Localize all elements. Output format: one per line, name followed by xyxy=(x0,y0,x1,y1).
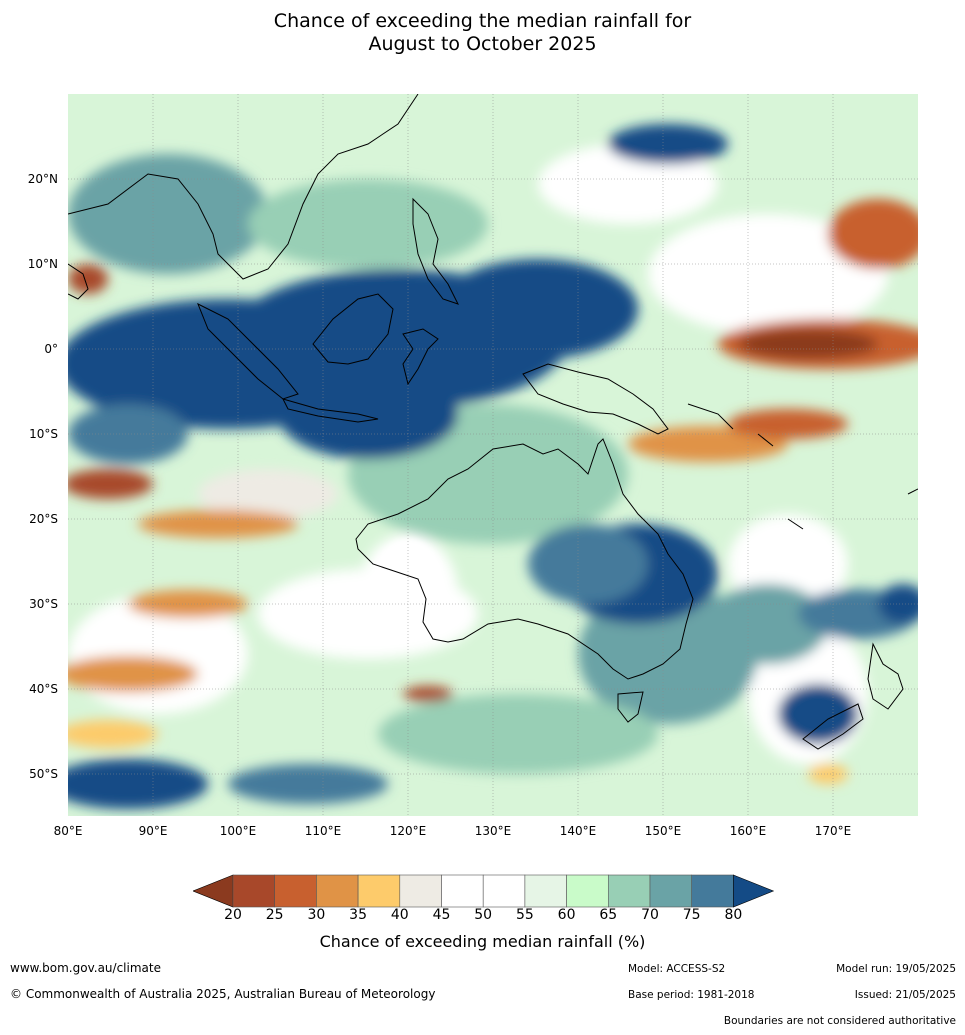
sumatra-coastline xyxy=(197,302,299,400)
website-link[interactable]: www.bom.gov.au/climate xyxy=(10,961,161,975)
colorbar-cell xyxy=(357,874,401,908)
colorbar-cell xyxy=(607,874,651,908)
lat-label-30s: 30°S xyxy=(29,597,58,611)
map-title: Chance of exceeding the median rainfall … xyxy=(0,10,965,56)
new-zealand-north-coastline xyxy=(867,642,904,710)
title-line-2: August to October 2025 xyxy=(368,33,597,55)
colorbar-tick-label: 45 xyxy=(432,907,451,923)
colorbar-cell xyxy=(441,874,484,908)
lat-label-20s: 20°S xyxy=(29,512,58,526)
base-period-text: Base period: 1981-2018 xyxy=(628,989,755,1001)
colorbar-cell xyxy=(691,874,734,908)
title-line-1: Chance of exceeding the median rainfall … xyxy=(273,10,692,32)
lon-label-110e: 110°E xyxy=(304,824,342,838)
colorbar-tick-label: 30 xyxy=(307,907,326,923)
colorbar-tick-label: 25 xyxy=(265,907,284,923)
colorbar-tick-label: 40 xyxy=(390,907,409,923)
colorbar-tick-label: 75 xyxy=(682,907,701,923)
lon-label-100e: 100°E xyxy=(219,824,257,838)
colorbar-cell xyxy=(524,874,567,908)
colorbar-tick-label: 35 xyxy=(349,907,368,923)
sulawesi-coastline xyxy=(402,328,439,386)
lon-label-130e: 130°E xyxy=(474,824,512,838)
lon-label-140e: 140°E xyxy=(559,824,597,838)
lat-label-50s: 50°S xyxy=(29,767,58,781)
copyright-text: © Commonwealth of Australia 2025, Austra… xyxy=(10,987,436,1001)
colorbar-title: Chance of exceeding median rainfall (%) xyxy=(319,932,646,951)
colorbar-tick-label: 80 xyxy=(724,907,743,923)
lon-label-80e: 80°E xyxy=(53,824,83,838)
colorbar-tick-label: 60 xyxy=(557,907,576,923)
colorbar-cell xyxy=(316,874,359,908)
colorbar-cell xyxy=(482,874,526,908)
disclaimer-text: Boundaries are not considered authoritat… xyxy=(723,1015,956,1027)
colorbar-cell xyxy=(399,874,442,908)
model-run-text: Model run: 19/05/2025 xyxy=(836,963,956,975)
colorbar-cell xyxy=(232,874,276,908)
colorbar-extend-low xyxy=(193,874,234,908)
lat-label-10n: 10°N xyxy=(27,257,58,271)
probability-field xyxy=(68,124,918,809)
coastlines xyxy=(68,94,918,750)
lon-label-90e: 90°E xyxy=(138,824,168,838)
colorbar xyxy=(193,874,775,908)
borneo-coastline xyxy=(312,293,394,365)
new-zealand-south-coastline xyxy=(802,703,864,750)
colorbar-extend-high xyxy=(733,874,775,908)
lon-label-160e: 160°E xyxy=(729,824,767,838)
new-guinea-coastline xyxy=(522,363,669,435)
colorbar-tick-label: 50 xyxy=(474,907,493,923)
issued-text: Issued: 21/05/2025 xyxy=(854,989,956,1001)
colorbar-cell xyxy=(649,874,693,908)
lat-label-0: 0° xyxy=(44,342,58,356)
lon-label-120e: 120°E xyxy=(389,824,427,838)
australia-coastline xyxy=(355,438,694,680)
sri-lanka-coastline xyxy=(68,263,89,300)
lon-label-150e: 150°E xyxy=(644,824,682,838)
map-canvas xyxy=(68,94,918,816)
colorbar-cell xyxy=(566,874,609,908)
colorbar-tick-label: 70 xyxy=(641,907,659,923)
colorbar-cells xyxy=(193,874,775,908)
philippines-coastline xyxy=(412,197,459,305)
colorbar-tick-label: 20 xyxy=(224,907,242,923)
lat-label-40s: 40°S xyxy=(29,682,58,696)
colorbar-cell xyxy=(274,874,317,908)
colorbar-tick-label: 65 xyxy=(599,907,618,923)
graticule xyxy=(68,94,918,816)
lat-label-10s: 10°S xyxy=(29,427,58,441)
tasmania-coastline xyxy=(617,691,644,723)
lat-label-20n: 20°N xyxy=(27,172,58,186)
rainfall-map xyxy=(68,94,918,816)
colorbar-tick-label: 55 xyxy=(515,907,534,923)
lon-label-170e: 170°E xyxy=(814,824,852,838)
java-coastline xyxy=(282,398,379,423)
indochina-coastline xyxy=(68,94,419,280)
model-text: Model: ACCESS-S2 xyxy=(628,963,726,975)
